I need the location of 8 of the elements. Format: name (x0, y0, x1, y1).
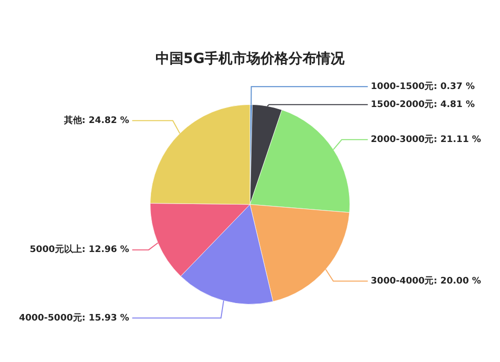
slice-label: 其他: 24.82 % (62, 114, 130, 126)
slice-label: 3000-4000元: 20.00 % (370, 275, 481, 286)
slice-label: 2000-3000元: 21.11 % (370, 134, 481, 145)
slice-label: 1500-2000元: 4.81 % (370, 98, 475, 110)
slice-label: 5000元以上: 12.96 % (30, 244, 130, 256)
chart-title: 中国5G手机市场价格分布情况 (155, 50, 346, 68)
slice-label: 1000-1500元: 0.37 % (370, 80, 475, 92)
slice-label: 4000-5000元: 15.93 % (19, 312, 130, 324)
